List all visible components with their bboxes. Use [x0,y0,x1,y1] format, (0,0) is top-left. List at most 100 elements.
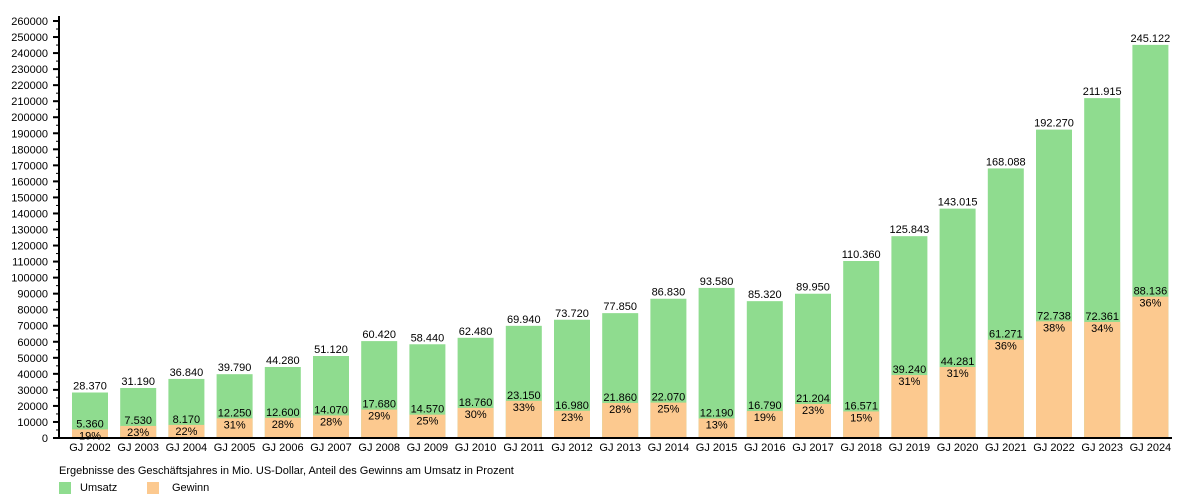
umsatz-value-label: 77.850 [603,301,637,313]
x-tick-label: GJ 2008 [358,442,400,454]
gewinn-bar [891,375,928,438]
legend-swatch-umsatz [59,482,71,494]
y-tick-label: 110000 [12,257,48,269]
gewinn-bar [1036,321,1072,438]
gewinn-value-label: 14.070 [314,404,348,416]
y-tick-label: 100000 [11,273,48,285]
umsatz-value-label: 143.015 [938,197,978,209]
y-tick-label: 50000 [17,353,48,365]
gewinn-percent-label: 25% [416,416,438,428]
gewinn-bar [409,414,446,438]
x-tick-label: GJ 2009 [407,442,449,454]
gewinn-percent-label: 23% [127,427,149,439]
y-tick-label: 240000 [11,48,48,60]
x-tick-label: GJ 2019 [889,442,931,454]
gewinn-value-label: 12.190 [700,407,734,419]
umsatz-value-label: 192.270 [1034,118,1074,130]
gewinn-percent-label: 28% [272,419,294,431]
y-tick-label: 160000 [11,176,48,188]
gewinn-bar [72,429,108,438]
gewinn-value-label: 72.738 [1037,310,1071,322]
gewinn-value-label: 21.204 [796,393,830,405]
x-tick-label: GJ 2010 [455,442,497,454]
x-tick-label: GJ 2005 [214,442,256,454]
x-tick-label: GJ 2002 [69,442,111,454]
gewinn-value-label: 39.240 [893,364,927,376]
x-tick-label: GJ 2003 [117,442,159,454]
umsatz-value-label: 69.940 [507,314,541,326]
x-tick-label: GJ 2004 [166,442,208,454]
gewinn-bar [602,402,639,438]
gewinn-percent-label: 22% [175,426,197,438]
x-tick-label: GJ 2014 [648,442,690,454]
y-tick-label: 220000 [11,80,48,92]
y-tick-label: 170000 [11,160,48,172]
gewinn-bar [650,402,687,438]
y-tick-label: 150000 [11,192,48,204]
gewinn-value-label: 22.070 [652,392,686,404]
y-tick-label: 60000 [17,337,48,349]
gewinn-percent-label: 36% [995,341,1017,353]
x-tick-label: GJ 2022 [1033,442,1075,454]
umsatz-value-label: 245.122 [1131,33,1171,45]
gewinn-percent-label: 29% [368,411,390,423]
umsatz-value-label: 31.190 [121,376,155,388]
umsatz-value-label: 86.830 [652,287,686,299]
gewinn-value-label: 61.271 [989,329,1023,341]
y-tick-label: 210000 [11,96,48,108]
x-tick-label: GJ 2011 [503,442,544,454]
umsatz-bar [843,260,880,438]
gewinn-bar [457,407,494,438]
gewinn-bar [1132,296,1169,438]
x-tick-label: GJ 2012 [551,442,593,454]
y-tick-label: 90000 [17,289,48,301]
umsatz-value-label: 58.440 [411,332,445,344]
gewinn-percent-label: 25% [657,404,679,416]
gewinn-percent-label: 15% [850,412,872,424]
gewinn-bar [361,409,398,438]
umsatz-value-label: 60.420 [362,329,396,341]
gewinn-percent-label: 30% [465,409,487,421]
gewinn-bar [264,417,301,438]
umsatz-value-label: 89.950 [796,282,830,294]
y-tick-label: 0 [42,433,48,445]
y-tick-label: 130000 [11,225,48,237]
umsatz-value-label: 51.120 [314,344,348,356]
gewinn-percent-label: 13% [706,419,728,431]
umsatz-value-label: 93.580 [700,276,734,288]
gewinn-bar [313,415,349,438]
umsatz-value-label: 28.370 [73,380,107,392]
gewinn-value-label: 16.980 [555,400,589,412]
gewinn-value-label: 12.250 [218,407,252,419]
gewinn-bar [843,411,880,438]
gewinn-value-label: 17.680 [362,399,396,411]
umsatz-value-label: 85.320 [748,289,782,301]
x-tick-label: GJ 2021 [985,442,1027,454]
y-tick-label: 80000 [17,305,48,317]
x-tick-label: GJ 2018 [840,442,882,454]
gewinn-bar [168,424,205,438]
y-tick-label: 260000 [11,16,48,28]
gewinn-value-label: 16.571 [844,400,878,412]
gewinn-percent-label: 31% [898,376,920,388]
umsatz-value-label: 62.480 [459,326,493,338]
x-tick-label: GJ 2007 [310,442,352,454]
y-tick-label: 250000 [11,32,48,44]
gewinn-value-label: 16.790 [748,400,782,412]
y-tick-label: 140000 [11,208,48,220]
gewinn-value-label: 21.860 [603,392,637,404]
gewinn-percent-label: 23% [561,412,583,424]
gewinn-percent-label: 28% [609,404,631,416]
y-tick-label: 10000 [17,417,48,429]
gewinn-bar [939,366,976,438]
gewinn-value-label: 7.530 [124,415,152,427]
umsatz-value-label: 110.360 [842,249,881,261]
umsatz-bar [698,287,735,438]
gewinn-bar [505,400,542,438]
gewinn-value-label: 18.760 [459,397,493,409]
gewinn-percent-label: 23% [802,405,824,417]
y-tick-label: 230000 [11,64,48,76]
y-tick-label: 40000 [17,369,48,381]
umsatz-value-label: 125.843 [890,224,930,236]
